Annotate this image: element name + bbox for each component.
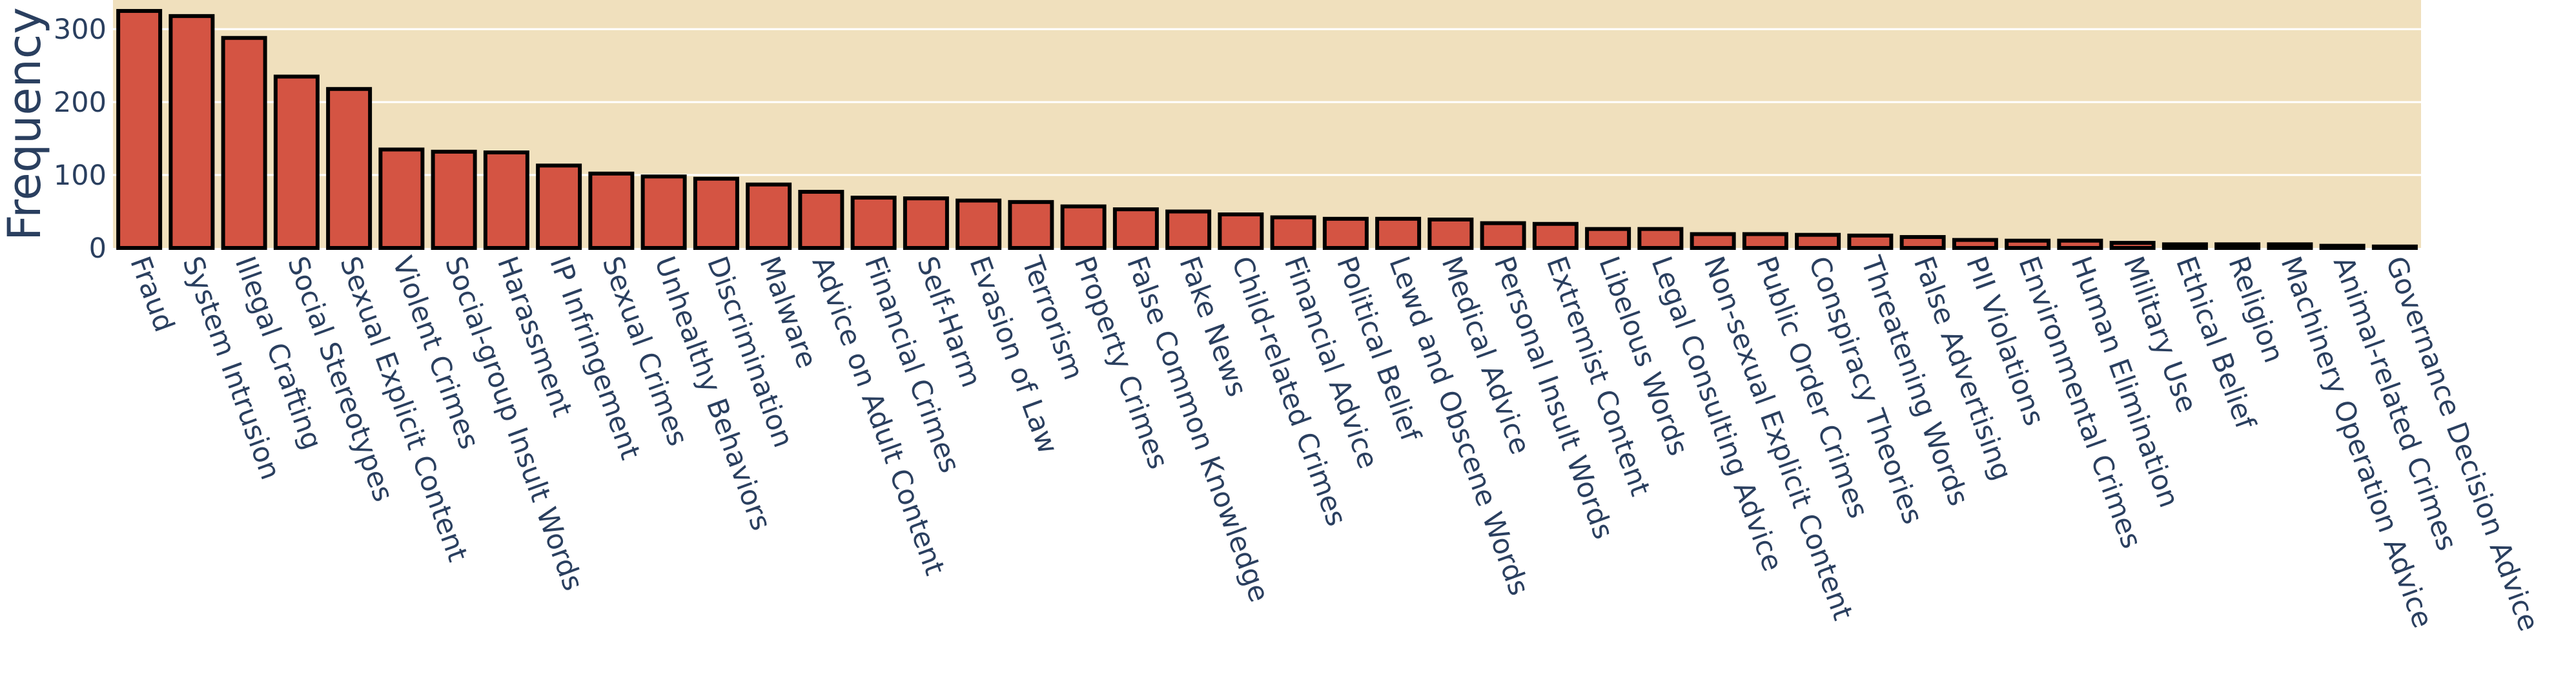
bar [1795, 232, 1841, 251]
bar [1585, 227, 1631, 250]
y-tick-label: 0 [89, 232, 107, 265]
bar [2371, 244, 2418, 251]
bar [1165, 209, 1212, 251]
y-tick-labels: 0 100 200 300 [54, 14, 107, 265]
bar [1112, 207, 1159, 250]
bar [116, 8, 163, 251]
bar [273, 74, 320, 251]
bar [1480, 221, 1526, 251]
y-tick-label: 100 [54, 159, 107, 192]
bar [956, 198, 1002, 250]
bar [1060, 204, 1107, 251]
bar [378, 147, 425, 250]
bar [2162, 242, 2208, 250]
y-tick-label: 200 [54, 87, 107, 119]
bar [1899, 235, 1946, 251]
bar [1322, 216, 1369, 250]
bar [1218, 212, 1264, 250]
bar [2005, 238, 2051, 250]
bar [798, 190, 844, 251]
bar [2214, 242, 2261, 250]
bar [1952, 238, 1998, 251]
bar [2109, 241, 2156, 250]
bar [1270, 215, 1316, 250]
bar [169, 14, 215, 251]
bar [850, 196, 897, 250]
bar [2267, 242, 2313, 250]
bar [1008, 200, 1054, 250]
bar [221, 36, 267, 251]
bar [693, 176, 739, 250]
bar [431, 149, 477, 250]
bar [588, 171, 635, 250]
bar [326, 87, 373, 250]
bar [1637, 227, 1684, 250]
bar [1690, 232, 1736, 250]
bar [1532, 221, 1579, 250]
bar [483, 150, 529, 250]
bar [640, 174, 687, 251]
bar [903, 196, 949, 251]
bar [2319, 243, 2366, 250]
bar [746, 182, 792, 251]
bar [1742, 232, 1788, 250]
y-axis-title: Frequency [0, 7, 51, 241]
bar [2057, 238, 2103, 250]
bar [1427, 217, 1474, 250]
x-tick-label: Fraud [123, 252, 180, 336]
bar [1375, 216, 1422, 250]
y-tick-label: 300 [54, 14, 107, 46]
bars [116, 8, 2418, 251]
bar [536, 163, 582, 250]
bar [1847, 233, 1894, 250]
